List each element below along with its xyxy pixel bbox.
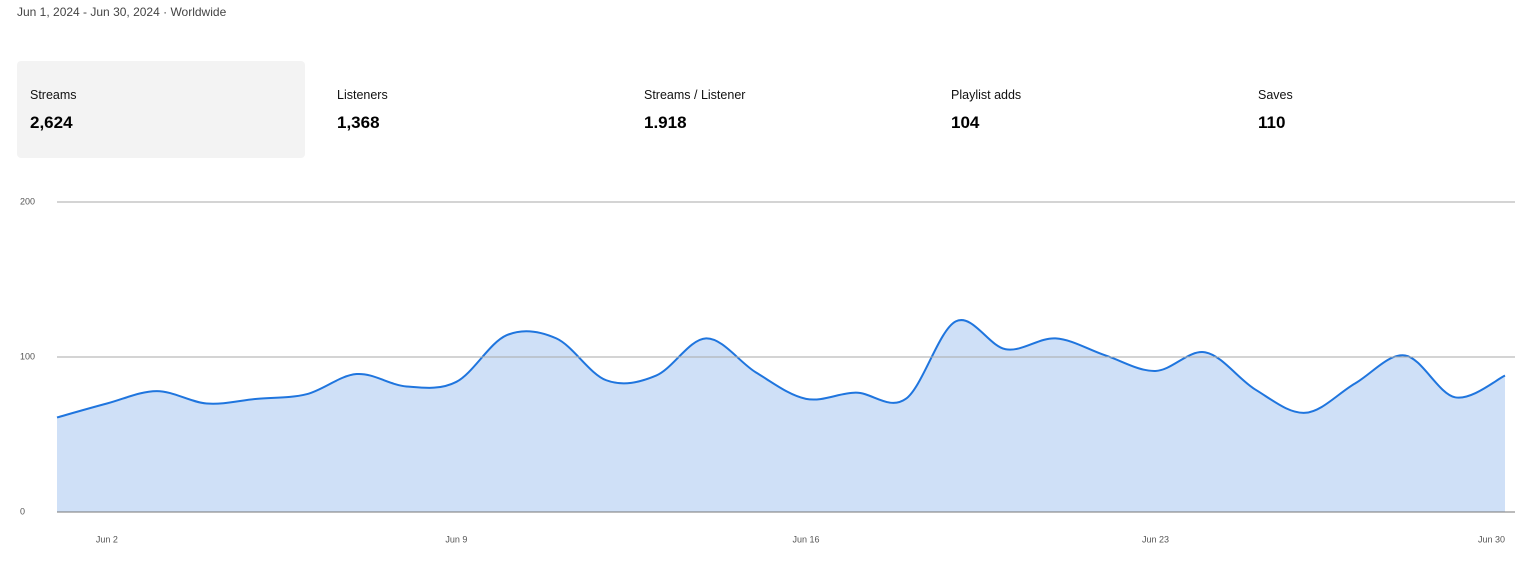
x-tick-label: Jun 9 bbox=[445, 534, 467, 544]
stat-value: 1.918 bbox=[644, 113, 687, 132]
area-line bbox=[56, 319, 1506, 419]
stat-value: 104 bbox=[951, 113, 980, 132]
stat-value: 1,368 bbox=[337, 113, 380, 132]
stat-label: Streams bbox=[30, 88, 77, 102]
stat-value: 2,624 bbox=[30, 113, 73, 132]
stat-value: 110 bbox=[1258, 113, 1286, 132]
stat-label: Saves bbox=[1258, 88, 1293, 102]
stat-tab[interactable]: Saves 110 bbox=[1245, 61, 1533, 158]
stat-label: Streams / Listener bbox=[644, 88, 746, 102]
x-tick-label: Jun 2 bbox=[96, 534, 118, 544]
stat-label: Playlist adds bbox=[951, 88, 1022, 102]
stat-tab[interactable]: Listeners 1,368 bbox=[324, 61, 612, 158]
stat-label: Listeners bbox=[337, 88, 388, 102]
stat-tab[interactable]: Streams / Listener 1.918 bbox=[631, 61, 919, 158]
y-tick-label: 100 bbox=[20, 351, 35, 361]
stat-tab[interactable]: Playlist adds 104 bbox=[938, 61, 1226, 158]
y-tick-label: 200 bbox=[20, 196, 35, 206]
area-fill bbox=[57, 320, 1505, 512]
x-tick-label: Jun 16 bbox=[792, 534, 819, 544]
y-tick-label: 0 bbox=[20, 506, 25, 516]
x-tick-label: Jun 23 bbox=[1142, 534, 1169, 544]
date-range[interactable]: Jun 1, 2024 - Jun 30, 2024 · Worldwide bbox=[17, 5, 227, 19]
stat-tab[interactable]: Streams 2,624 bbox=[17, 61, 305, 158]
x-tick-label: Jun 30 bbox=[1478, 534, 1505, 544]
